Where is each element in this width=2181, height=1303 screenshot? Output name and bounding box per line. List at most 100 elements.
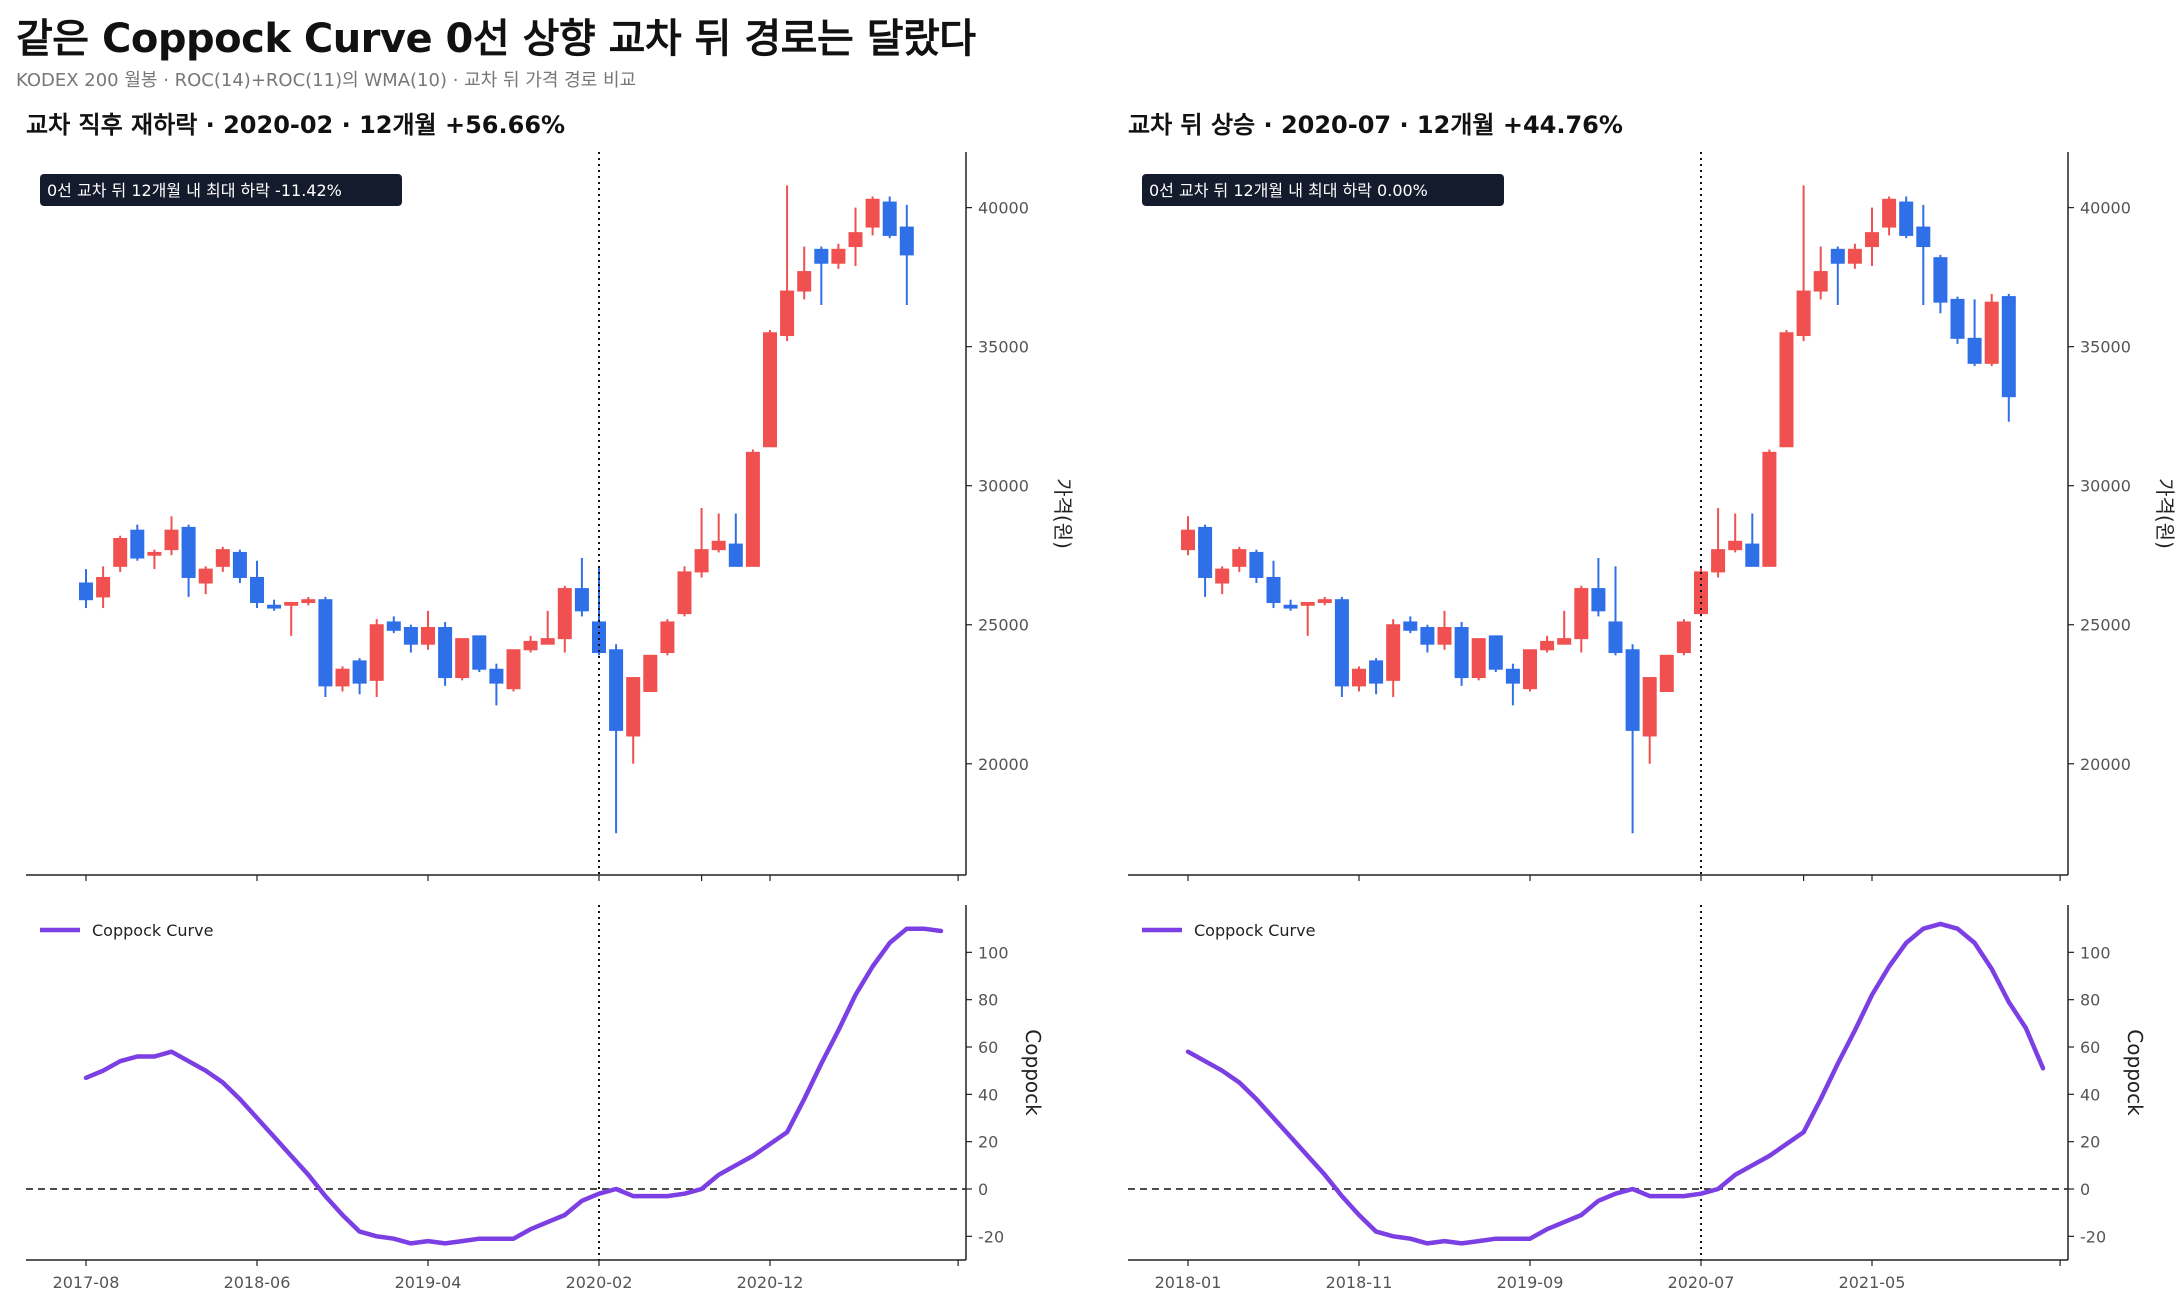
candle-body [1813,271,1828,292]
price-tick-label: 25000 [2080,616,2131,635]
candle [369,619,384,698]
candle [1967,299,1982,367]
candle [899,204,914,305]
candle [1950,296,1965,344]
candle-body [1830,248,1845,264]
candle-body [660,621,675,654]
candle [745,449,760,567]
candle-body [1950,298,1965,339]
candle-body [1847,248,1862,264]
candle [865,196,880,236]
candle-body [694,549,709,573]
candle-body [1420,627,1435,645]
candle [660,619,675,656]
candle [1215,566,1230,595]
candle [1728,513,1743,553]
candle-body [369,624,384,681]
x-tick-label: 2020-07 [1668,1273,1735,1292]
candle-body [1471,638,1486,679]
price-tick-label: 20000 [978,755,1029,774]
candle-body [147,551,162,556]
coppock-tick-label: 60 [2080,1038,2100,1057]
candle-body [1933,257,1948,303]
price-tick-label: 30000 [978,477,1029,496]
candle [523,635,538,653]
candle [198,566,213,595]
candle [1745,513,1760,567]
coppock-tick-label: 40 [2080,1085,2100,1104]
candle [882,196,897,239]
coppock-tick-label: 20 [978,1133,998,1152]
coppock-tick-label: -20 [2080,1227,2106,1246]
candle-body [1437,627,1452,645]
note-box [1142,174,1504,206]
candle [1232,546,1247,572]
candle-body [1728,540,1743,551]
candle-body [626,677,641,737]
price-tick-label: 20000 [2080,755,2131,774]
coppock-series-line [83,926,944,1246]
candle [694,507,709,578]
candle-body [1523,649,1537,690]
candle-body [1369,660,1384,684]
candle [1300,601,1315,636]
candle-body [198,568,213,584]
price-tick-label: 25000 [978,616,1029,635]
candle-body [728,543,743,567]
candle-body [1352,668,1366,687]
x-tick-label: 2019-09 [1497,1273,1564,1292]
candle-body [96,576,111,598]
candle-body [677,571,692,615]
candle [1574,585,1589,653]
x-tick-label: 2020-12 [737,1273,804,1292]
candle [1830,246,1845,305]
candle [335,666,350,692]
candle-body [1882,198,1897,228]
candle [1454,621,1469,686]
candle [506,649,521,692]
candle [763,329,777,448]
candle [1882,196,1897,236]
candle-body [1215,568,1230,584]
candle-body [386,621,401,631]
candle [1266,560,1281,609]
candle [626,677,641,764]
candle [301,596,316,606]
candle [1403,616,1418,634]
candle-body [574,588,589,612]
candle-body [1403,621,1418,631]
candle [472,635,487,673]
candle [1865,207,1879,267]
candle [540,610,555,645]
candle [1933,254,1948,314]
candle-body [609,649,624,731]
candle [1437,610,1452,650]
candle [1523,649,1537,692]
candle [1847,243,1862,269]
candle [1676,619,1691,656]
candle-body [438,627,453,679]
candle-body [1505,668,1520,684]
x-tick-label: 2018-06 [224,1273,291,1292]
candle-body [899,226,914,256]
candle-body [1488,635,1503,670]
candle-body [164,529,179,551]
candle [352,658,367,695]
candle-body [250,576,264,603]
candle [250,560,264,609]
candle-body [848,232,863,248]
candle [267,599,282,611]
x-tick-label: 2020-02 [566,1273,633,1292]
candle-body [284,601,299,606]
note-text: 0선 교차 뒤 12개월 내 최대 하락 -11.42% [47,181,342,200]
candle [147,549,162,570]
coppock-tick-label: -20 [978,1227,1004,1246]
candle-body [1745,543,1760,567]
candle-body [831,248,846,264]
candle-body [1967,337,1982,364]
candle [1762,449,1777,567]
candle-body [1796,290,1811,337]
note-text: 0선 교차 뒤 12개월 내 최대 하락 0.00% [1149,181,1428,200]
candle-body [1557,638,1572,645]
